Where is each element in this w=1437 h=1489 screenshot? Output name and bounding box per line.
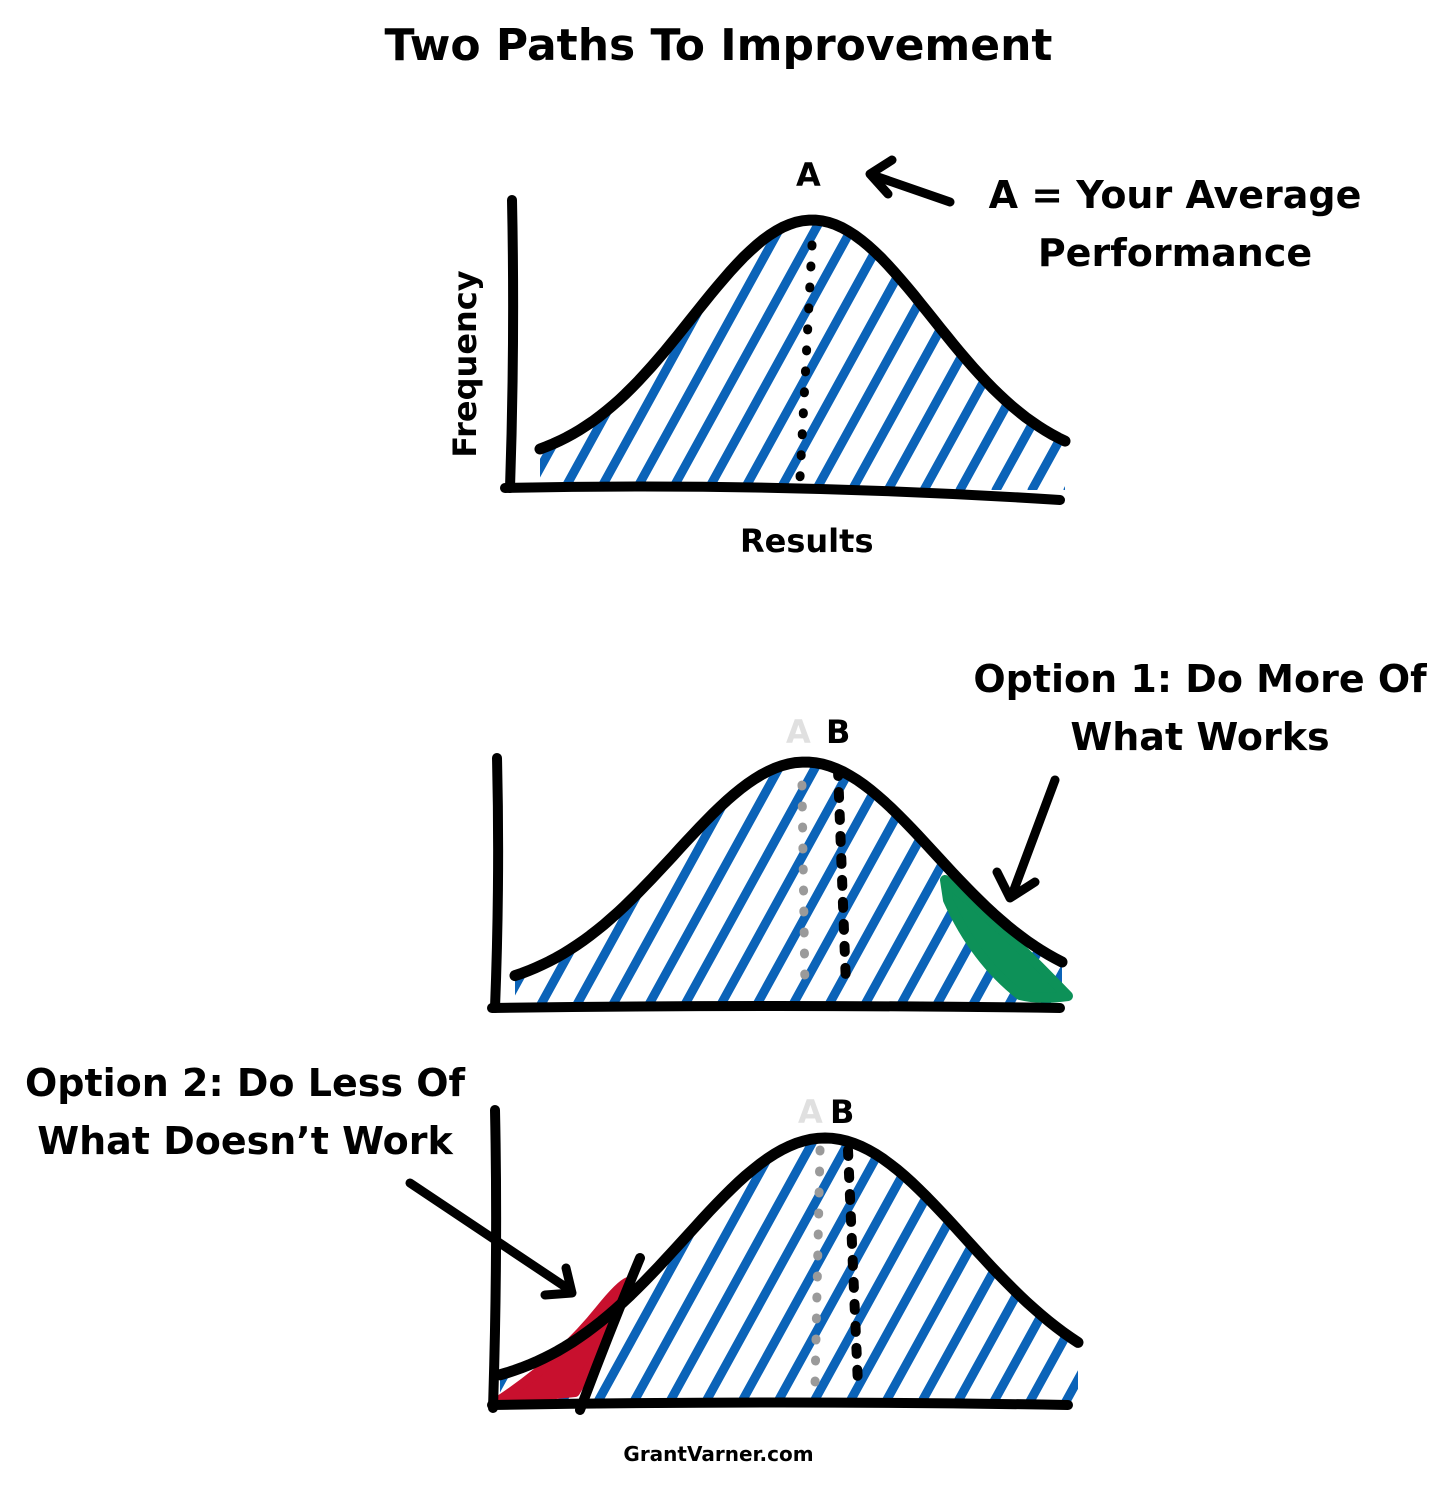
panel-2 xyxy=(215,752,1292,1013)
y-axis-3 xyxy=(488,1105,502,1413)
bell-curve-2 xyxy=(509,756,1068,982)
note-average-line-1: A = Your Average xyxy=(988,173,1362,217)
note-option-1-line-2: What Works xyxy=(1070,715,1330,759)
hatch-stroke xyxy=(987,1138,1078,1405)
hatch-stroke xyxy=(735,1138,897,1405)
hatch-stroke xyxy=(1151,752,1292,1008)
hatch-stroke xyxy=(678,762,829,1008)
hatch-stroke xyxy=(1172,1128,1324,1405)
footer-credit: GrantVarner.com xyxy=(623,1442,814,1466)
hatch-stroke xyxy=(515,762,541,1008)
hatch-stroke xyxy=(642,762,793,1008)
hatch-stroke xyxy=(699,1138,861,1405)
hatch-stroke xyxy=(663,1138,825,1405)
green-tail xyxy=(940,875,1073,1003)
x-axis-3 xyxy=(487,1397,1073,1410)
label-b-3: B xyxy=(830,1093,855,1131)
note-option-1: Option 1: Do More Of What Works xyxy=(960,650,1437,766)
hatch-stroke xyxy=(1023,1138,1078,1405)
arrow-to-green-tail xyxy=(992,775,1060,903)
hatch-stroke xyxy=(534,762,685,1008)
label-a-1: A xyxy=(796,156,821,194)
hatch-stroke xyxy=(1136,1128,1288,1405)
label-a-2: A xyxy=(786,713,811,751)
hatch-stroke xyxy=(1115,752,1256,1008)
hatch-stroke xyxy=(312,210,466,490)
label-a-3: A xyxy=(798,1093,823,1131)
hatch-stroke xyxy=(276,210,430,490)
mean-line-a xyxy=(795,240,817,483)
label-b-2: B xyxy=(826,713,851,751)
old-mean-line-a xyxy=(810,1145,825,1390)
hatch-stroke xyxy=(240,210,394,490)
bell-curve-3 xyxy=(494,1132,1084,1381)
x-axis-1 xyxy=(500,481,1065,505)
cut-line xyxy=(575,1253,645,1415)
hatch-stroke xyxy=(951,1138,1078,1405)
note-option-2-line-1: Option 2: Do Less Of xyxy=(24,1061,466,1105)
hatch-stroke xyxy=(858,762,1009,1008)
hatch-stroke xyxy=(359,752,500,1008)
hatch-stroke xyxy=(786,762,937,1008)
old-mean-line-a xyxy=(797,780,810,995)
note-option-1-line-1: Option 1: Do More Of xyxy=(973,657,1427,701)
hatch-fill-2 xyxy=(215,752,1292,1008)
hatch-stroke xyxy=(631,220,795,490)
note-option-2-line-2: What Doesn’t Work xyxy=(37,1119,453,1163)
note-average-line-2: Performance xyxy=(1037,231,1313,275)
hatch-stroke xyxy=(1059,1138,1078,1405)
hatch-stroke xyxy=(1079,752,1220,1008)
bell-curve-1 xyxy=(534,214,1071,455)
hatch-stroke xyxy=(1038,762,1062,1008)
hatch-stroke xyxy=(991,220,1065,490)
hatch-stroke xyxy=(627,1138,789,1405)
hatch-stroke xyxy=(287,752,428,1008)
hatch-stroke xyxy=(667,220,831,490)
hatch-stroke xyxy=(703,220,867,490)
x-axis-label: Results xyxy=(740,522,874,560)
hatch-stroke xyxy=(251,752,392,1008)
note-average: A = Your Average Performance xyxy=(960,166,1390,282)
note-option-2: Option 2: Do Less Of What Doesn’t Work xyxy=(10,1054,480,1170)
page-title: Two Paths To Improvement xyxy=(384,20,1053,71)
new-mean-line-b xyxy=(833,765,851,990)
x-axis-2 xyxy=(487,1001,1065,1013)
y-axis-2 xyxy=(490,753,504,1013)
arrow-to-a xyxy=(865,155,955,207)
hatch-stroke xyxy=(323,752,464,1008)
hatch-stroke xyxy=(1100,1128,1252,1405)
new-mean-line-b xyxy=(843,1145,863,1390)
y-axis-1 xyxy=(505,195,519,493)
hatch-stroke xyxy=(215,752,356,1008)
y-axis-label: Frequency xyxy=(446,270,484,458)
arrow-to-red-tail xyxy=(405,1178,577,1300)
